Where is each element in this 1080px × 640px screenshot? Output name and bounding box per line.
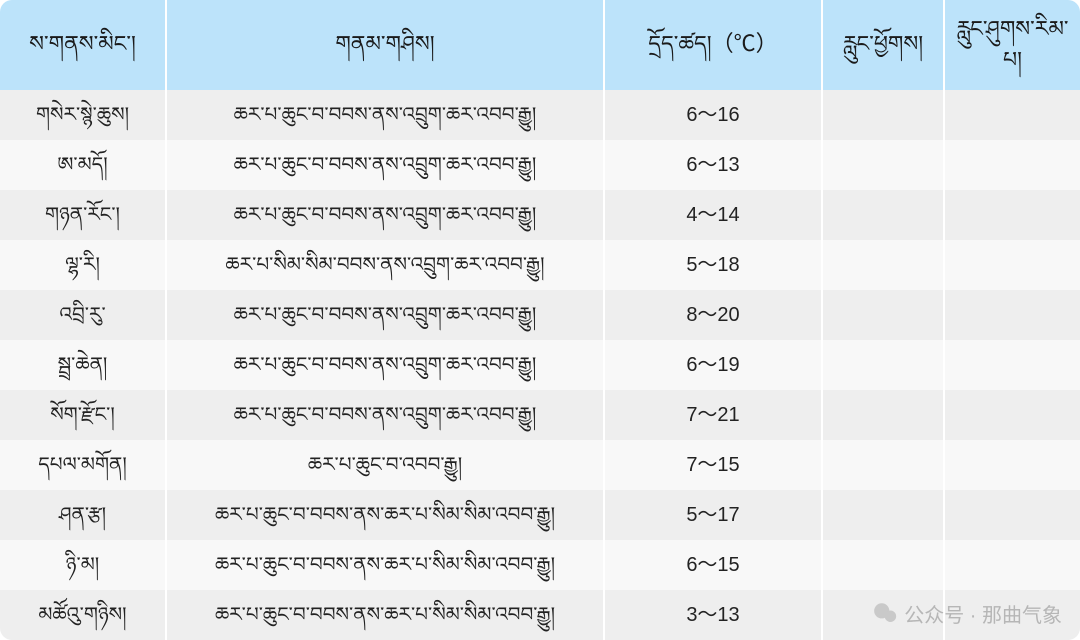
cell-condition: ཆར་པ་ཆུང་བ་བབས་ནས་ཆར་པ་སིམ་སིམ་འབབ་རྒྱུ། [166,490,604,540]
table-body: གསེར་སྙེ་ཆུས།ཆར་པ་ཆུང་བ་བབས་ནས་འབྲུག་ཆར་… [0,90,1080,640]
cell-wind_dir [822,490,944,540]
cell-wind_dir [822,140,944,190]
table-row: ཤན་རྩ།ཆར་པ་ཆུང་བ་བབས་ནས་ཆར་པ་སིམ་སིམ་འབབ… [0,490,1080,540]
cell-wind_level [944,590,1080,640]
cell-condition: ཆར་པ་ཆུང་བ་བབས་ནས་ཆར་པ་སིམ་སིམ་འབབ་རྒྱུ། [166,540,604,590]
cell-wind_level [944,440,1080,490]
cell-temp: 6～15 [604,540,822,590]
col-header-wind_dir: རླུང་ཕྱོགས། [822,0,944,90]
cell-wind_dir [822,590,944,640]
cell-condition: ཆར་པ་སིམ་སིམ་བབས་ནས་འབྲུག་ཆར་འབབ་རྒྱུ། [166,240,604,290]
cell-wind_dir [822,290,944,340]
cell-condition: ཆར་པ་ཆུང་བ་བབས་ནས་འབྲུག་ཆར་འབབ་རྒྱུ། [166,90,604,140]
cell-wind_level [944,540,1080,590]
cell-temp: 4～14 [604,190,822,240]
table-header: ས་གནས་མིང་།གནམ་གཤིས།དྲོད་ཚད།（℃）རླུང་ཕྱོག… [0,0,1080,90]
table-row: གསེར་སྙེ་ཆུས།ཆར་པ་ཆུང་བ་བབས་ནས་འབྲུག་ཆར་… [0,90,1080,140]
cell-condition: ཆར་པ་ཆུང་བ་བབས་ནས་འབྲུག་ཆར་འབབ་རྒྱུ། [166,290,604,340]
cell-wind_level [944,290,1080,340]
weather-table-container: ས་གནས་མིང་།གནམ་གཤིས།དྲོད་ཚད།（℃）རླུང་ཕྱོག… [0,0,1080,640]
cell-temp: 5～18 [604,240,822,290]
table-row: ཨ་མདོ།ཆར་པ་ཆུང་བ་བབས་ནས་འབྲུག་ཆར་འབབ་རྒྱ… [0,140,1080,190]
cell-location: འབྲི་རུ་ [0,290,166,340]
cell-temp: 6～16 [604,90,822,140]
cell-condition: ཆར་པ་ཆུང་བ་བབས་ནས་འབྲུག་ཆར་འབབ་རྒྱུ། [166,340,604,390]
cell-location: སྦྲ་ཆེན། [0,340,166,390]
cell-wind_dir [822,340,944,390]
table-row: ལྷ་རི།ཆར་པ་སིམ་སིམ་བབས་ནས་འབྲུག་ཆར་འབབ་ར… [0,240,1080,290]
table-row: ཉི་མ།ཆར་པ་ཆུང་བ་བབས་ནས་ཆར་པ་སིམ་སིམ་འབབ་… [0,540,1080,590]
cell-temp: 6～19 [604,340,822,390]
cell-location: ཉི་མ། [0,540,166,590]
header-row: ས་གནས་མིང་།གནམ་གཤིས།དྲོད་ཚད།（℃）རླུང་ཕྱོག… [0,0,1080,90]
cell-wind_level [944,90,1080,140]
cell-condition: ཆར་པ་ཆུང་བ་བབས་ནས་འབྲུག་ཆར་འབབ་རྒྱུ། [166,140,604,190]
cell-location: ལྷ་རི། [0,240,166,290]
table-row: དཔལ་མགོན།ཆར་པ་ཆུང་བ་འབབ་རྒྱུ།7～15 [0,440,1080,490]
cell-location: ཤན་རྩ། [0,490,166,540]
cell-condition: ཆར་པ་ཆུང་བ་བབས་ནས་འབྲུག་ཆར་འབབ་རྒྱུ། [166,190,604,240]
table-row: འབྲི་རུ་ཆར་པ་ཆུང་བ་བབས་ནས་འབྲུག་ཆར་འབབ་ར… [0,290,1080,340]
table-row: སོག་རྫོང་།ཆར་པ་ཆུང་བ་བབས་ནས་འབྲུག་ཆར་འབབ… [0,390,1080,440]
cell-location: ཨ་མདོ། [0,140,166,190]
cell-wind_dir [822,240,944,290]
cell-condition: ཆར་པ་ཆུང་བ་བབས་ནས་ཆར་པ་སིམ་སིམ་འབབ་རྒྱུ། [166,590,604,640]
col-header-temp: དྲོད་ཚད།（℃） [604,0,822,90]
cell-wind_dir [822,190,944,240]
table-row: གཉན་རོང་།ཆར་པ་ཆུང་བ་བབས་ནས་འབྲུག་ཆར་འབབ་… [0,190,1080,240]
col-header-condition: གནམ་གཤིས། [166,0,604,90]
col-header-location: ས་གནས་མིང་། [0,0,166,90]
cell-wind_dir [822,540,944,590]
cell-temp: 7～21 [604,390,822,440]
cell-temp: 6～13 [604,140,822,190]
weather-table: ས་གནས་མིང་།གནམ་གཤིས།དྲོད་ཚད།（℃）རླུང་ཕྱོག… [0,0,1080,640]
cell-temp: 7～15 [604,440,822,490]
cell-wind_level [944,190,1080,240]
cell-temp: 3～13 [604,590,822,640]
cell-wind_dir [822,90,944,140]
cell-wind_level [944,340,1080,390]
cell-wind_dir [822,440,944,490]
cell-temp: 8～20 [604,290,822,340]
cell-location: མཚོའུ་གཉིས། [0,590,166,640]
cell-wind_level [944,140,1080,190]
col-header-wind_level: རླུང་ཤུགས་རིམ་པ། [944,0,1080,90]
cell-wind_dir [822,390,944,440]
cell-location: གསེར་སྙེ་ཆུས། [0,90,166,140]
cell-condition: ཆར་པ་ཆུང་བ་བབས་ནས་འབྲུག་ཆར་འབབ་རྒྱུ། [166,390,604,440]
cell-wind_level [944,390,1080,440]
cell-condition: ཆར་པ་ཆུང་བ་འབབ་རྒྱུ། [166,440,604,490]
cell-location: གཉན་རོང་། [0,190,166,240]
cell-temp: 5～17 [604,490,822,540]
cell-location: དཔལ་མགོན། [0,440,166,490]
table-row: སྦྲ་ཆེན།ཆར་པ་ཆུང་བ་བབས་ནས་འབྲུག་ཆར་འབབ་ར… [0,340,1080,390]
table-row: མཚོའུ་གཉིས།ཆར་པ་ཆུང་བ་བབས་ནས་ཆར་པ་སིམ་སི… [0,590,1080,640]
cell-wind_level [944,240,1080,290]
cell-location: སོག་རྫོང་། [0,390,166,440]
cell-wind_level [944,490,1080,540]
